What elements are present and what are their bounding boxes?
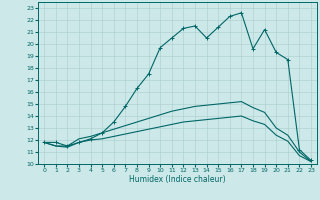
- X-axis label: Humidex (Indice chaleur): Humidex (Indice chaleur): [129, 175, 226, 184]
